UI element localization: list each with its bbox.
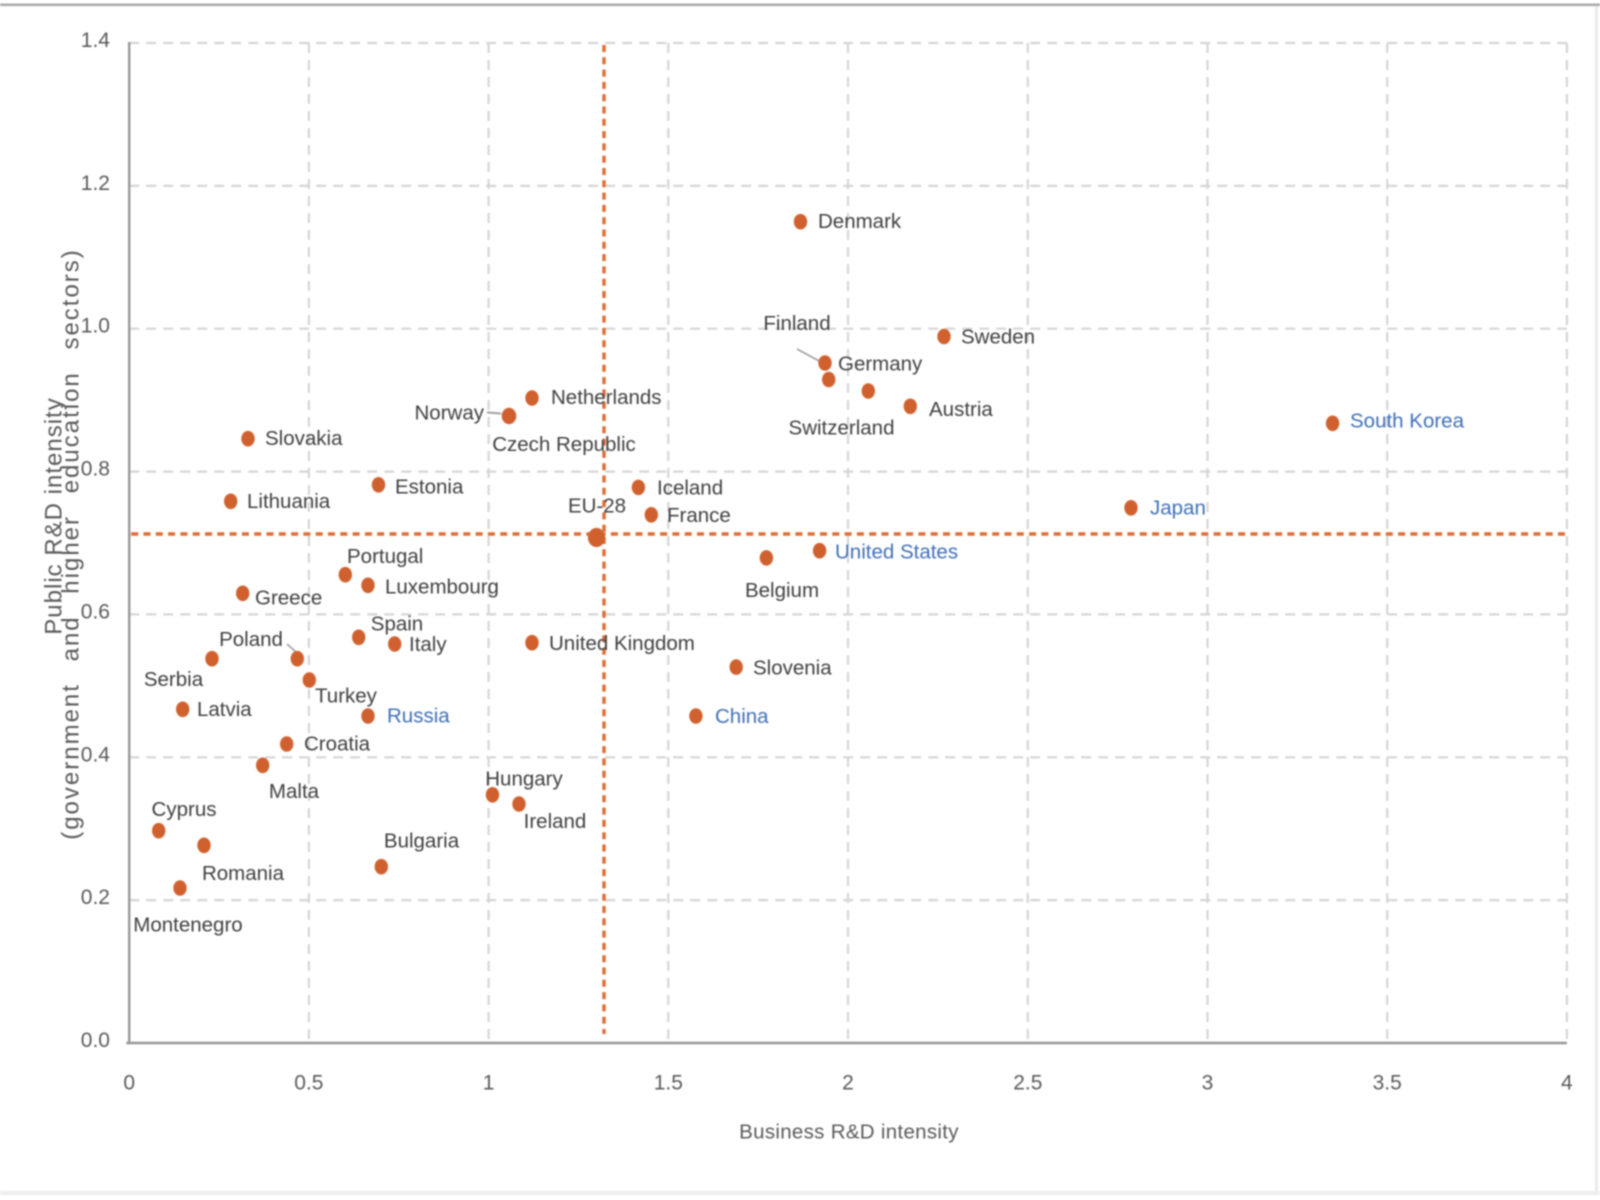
svg-text:Business R&D intensity: Business R&D intensity: [739, 1121, 959, 1144]
svg-text:Hungary: Hungary: [485, 768, 563, 791]
svg-text:4: 4: [1561, 1072, 1573, 1095]
svg-text:United Kingdom: United Kingdom: [549, 632, 695, 655]
svg-text:0.2: 0.2: [81, 886, 110, 909]
svg-text:Malta: Malta: [269, 780, 320, 803]
svg-text:1.5: 1.5: [654, 1072, 683, 1095]
svg-text:2.5: 2.5: [1013, 1072, 1042, 1095]
svg-text:Czech Republic: Czech Republic: [492, 433, 636, 456]
svg-text:0.8: 0.8: [81, 458, 110, 481]
svg-text:Japan: Japan: [1150, 497, 1206, 520]
svg-text:3: 3: [1202, 1072, 1214, 1095]
svg-text:Denmark: Denmark: [818, 210, 902, 233]
svg-text:Germany: Germany: [838, 353, 923, 376]
svg-text:1: 1: [483, 1072, 495, 1095]
svg-text:Cyprus: Cyprus: [152, 798, 217, 821]
svg-text:Ireland: Ireland: [524, 810, 587, 833]
svg-text:United States: United States: [835, 541, 958, 564]
svg-text:Latvia: Latvia: [197, 698, 252, 721]
svg-text:0: 0: [123, 1072, 135, 1095]
svg-text:Norway: Norway: [415, 402, 485, 425]
svg-text:Luxembourg: Luxembourg: [385, 576, 499, 599]
svg-text:(government and higher educati: (government and higher education sectors…: [58, 248, 85, 840]
svg-text:0.5: 0.5: [294, 1072, 323, 1095]
svg-text:1.0: 1.0: [81, 315, 110, 338]
svg-text:Montenegro: Montenegro: [133, 914, 242, 937]
svg-text:Austria: Austria: [929, 398, 993, 421]
svg-text:Croatia: Croatia: [304, 733, 371, 756]
svg-text:0.0: 0.0: [81, 1029, 110, 1052]
svg-text:Russia: Russia: [387, 705, 450, 728]
svg-text:Belgium: Belgium: [745, 579, 819, 602]
svg-text:EU-28: EU-28: [568, 495, 626, 518]
svg-text:Estonia: Estonia: [395, 476, 464, 499]
svg-text:0.6: 0.6: [81, 600, 110, 623]
svg-text:2: 2: [842, 1072, 854, 1095]
svg-text:Greece: Greece: [255, 587, 322, 610]
svg-text:Switzerland: Switzerland: [789, 417, 895, 440]
svg-text:3.5: 3.5: [1373, 1072, 1402, 1095]
svg-text:1.2: 1.2: [81, 172, 110, 195]
svg-text:Portugal: Portugal: [347, 545, 423, 568]
svg-text:France: France: [667, 504, 731, 527]
svg-text:Slovenia: Slovenia: [753, 657, 832, 680]
svg-text:Turkey: Turkey: [315, 685, 378, 708]
svg-text:Serbia: Serbia: [144, 668, 204, 691]
svg-text:Iceland: Iceland: [657, 477, 723, 500]
svg-text:1.4: 1.4: [81, 29, 111, 52]
svg-text:South Korea: South Korea: [1350, 410, 1465, 433]
svg-text:Netherlands: Netherlands: [551, 386, 662, 409]
svg-text:Italy: Italy: [409, 633, 447, 656]
svg-text:Bulgaria: Bulgaria: [384, 830, 460, 853]
svg-text:Slovakia: Slovakia: [265, 427, 343, 450]
svg-text:Finland: Finland: [763, 312, 830, 335]
svg-text:China: China: [715, 705, 769, 728]
svg-text:Lithuania: Lithuania: [247, 490, 331, 513]
svg-text:Poland: Poland: [219, 628, 283, 651]
svg-text:Romania: Romania: [202, 862, 285, 885]
svg-text:0.4: 0.4: [81, 743, 111, 766]
svg-text:Sweden: Sweden: [961, 326, 1035, 349]
svg-text:Spain: Spain: [371, 613, 423, 636]
svg-text:Public R&D intensity: Public R&D intensity: [41, 397, 68, 634]
